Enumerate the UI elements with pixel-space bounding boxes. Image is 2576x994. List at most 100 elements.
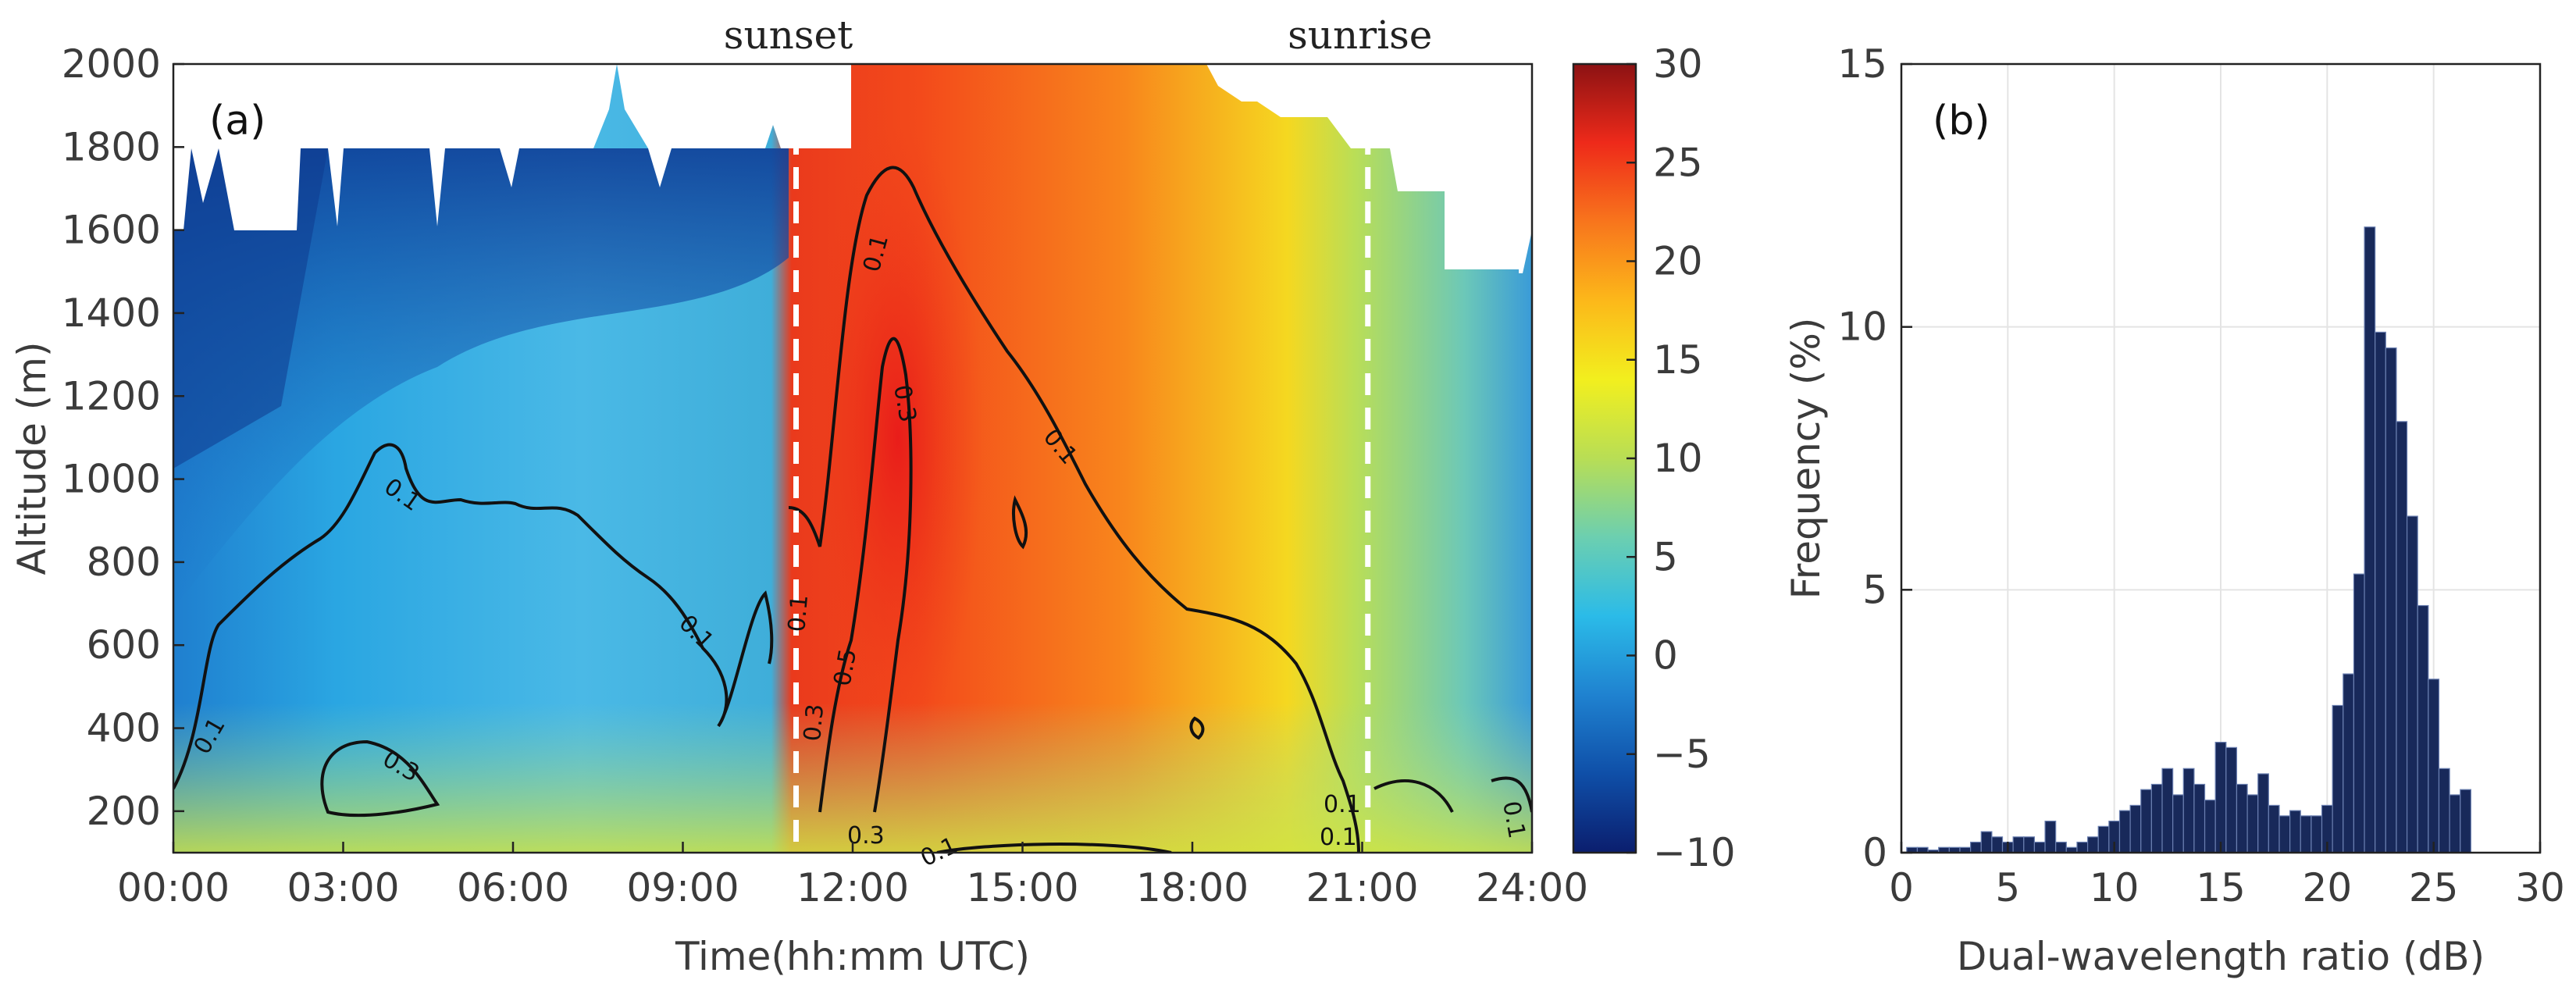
histogram-bar <box>2438 768 2450 853</box>
contour-line <box>818 337 913 813</box>
panel-b-x-axis: 0 5 10 15 20 25 30 <box>1889 842 2565 910</box>
panel-b-label: (b) <box>1933 98 1990 144</box>
panel-b-y-label: Frequency (%) <box>1783 318 1829 600</box>
histogram-bar <box>2343 673 2355 853</box>
histogram-bar <box>2396 421 2408 853</box>
histogram-bar <box>2449 794 2461 853</box>
colorbar-tick-label: 0 <box>1653 633 1678 679</box>
histogram-bar <box>2300 815 2312 853</box>
y-tick-label: 0 <box>1862 830 1887 875</box>
histogram-bar <box>2150 783 2163 853</box>
contour-label: 0.1 <box>783 593 814 633</box>
colorbar-tick-label: 30 <box>1653 41 1703 87</box>
contour-line <box>320 739 440 818</box>
histogram-bar <box>2428 679 2440 853</box>
panel-a: 0.1 0.1 0.1 0.3 0.1 0.1 0.3 0.5 0.3 0.3 … <box>9 12 1588 979</box>
sunset-annotation: sunset <box>724 12 853 58</box>
histogram-bar <box>2417 604 2429 853</box>
y-tick-label: 1200 <box>62 373 161 419</box>
contour-label: 0.1 <box>1320 824 1357 851</box>
colorbar-tick-label: 15 <box>1653 337 1703 383</box>
histogram-bar <box>2055 841 2067 853</box>
histogram-bar <box>2332 704 2344 853</box>
contour-label: 0.1 <box>1324 791 1361 818</box>
histogram-bar <box>2161 768 2174 853</box>
histogram-bars <box>1906 226 2471 853</box>
contour-line <box>173 443 774 789</box>
histogram-bar <box>2406 515 2418 853</box>
colorbar-tick-label: 5 <box>1653 534 1678 579</box>
panel-b-x-label: Dual-wavelength ratio (dB) <box>1957 934 2485 979</box>
contour-line <box>1012 495 1028 550</box>
histogram-bar <box>2086 836 2099 853</box>
panel-a-y-axis: 200 400 600 800 1000 1200 1400 1600 1800 2000 <box>62 41 184 834</box>
colorbar-tick-label: 25 <box>1653 140 1703 185</box>
colorbar-scale <box>1572 62 1637 854</box>
missing-data-right <box>1202 64 1532 273</box>
contour-label: 0.3 <box>799 703 829 743</box>
x-tick-label: 30 <box>2515 865 2565 910</box>
x-tick-label: 18:00 <box>1136 865 1249 910</box>
histogram-bar <box>2182 768 2195 853</box>
x-tick-label: 0 <box>1889 865 1914 910</box>
contour-line <box>936 843 1172 853</box>
heatmap-field <box>173 64 1532 853</box>
contour-label: 0.5 <box>828 647 862 688</box>
colorbar-tick-label: 20 <box>1653 239 1703 284</box>
y-tick-label: 15 <box>1837 41 1887 87</box>
y-tick-label: 2000 <box>62 41 161 87</box>
histogram-bar <box>2204 800 2216 853</box>
histogram-bar <box>1970 841 1982 853</box>
y-tick-label: 600 <box>87 622 161 668</box>
contour-line <box>788 166 1360 853</box>
histogram-bar <box>2012 836 2025 853</box>
missing-data-left <box>173 64 851 230</box>
x-tick-label: 21:00 <box>1306 865 1418 910</box>
contour-label: 0.3 <box>888 383 921 424</box>
histogram-bar <box>2193 783 2206 853</box>
y-tick-label: 5 <box>1862 567 1887 612</box>
histogram-bar <box>2236 783 2248 853</box>
contour-label: 0.1 <box>1497 799 1530 840</box>
x-tick-label: 15 <box>2196 865 2246 910</box>
histogram-bar <box>2375 331 2386 853</box>
x-tick-label: 03:00 <box>287 865 399 910</box>
contour-line <box>1491 776 1532 813</box>
y-tick-label: 1400 <box>62 290 161 336</box>
panel-a-x-label: Time(hh:mm UTC) <box>675 934 1030 979</box>
heatmap-upper-blue <box>173 148 789 609</box>
x-tick-label: 00:00 <box>117 865 230 910</box>
histogram-bar <box>2268 804 2280 853</box>
histogram-bar <box>2364 226 2376 853</box>
histogram-bar <box>2385 347 2397 853</box>
y-tick-label: 1000 <box>62 457 161 502</box>
histogram-bar <box>2289 810 2301 853</box>
x-tick-label: 20 <box>2303 865 2353 910</box>
x-tick-label: 10 <box>2090 865 2140 910</box>
x-tick-label: 06:00 <box>457 865 569 910</box>
histogram-bar <box>2246 794 2259 853</box>
histogram-bar <box>2076 841 2089 853</box>
x-tick-label: 09:00 <box>626 865 739 910</box>
y-tick-label: 800 <box>87 540 161 585</box>
histogram-bar <box>2278 815 2291 853</box>
histogram-bar <box>1980 831 1993 853</box>
y-tick-label: 1800 <box>62 124 161 169</box>
panel-b: 0 5 10 15 0 5 10 15 20 25 30 (b) Dual-wavelength … <box>1783 41 2565 979</box>
histogram-bar <box>2172 794 2184 853</box>
histogram-bar <box>2044 820 2057 853</box>
histogram-bar <box>2353 573 2365 853</box>
histogram-bar <box>2118 810 2131 853</box>
histogram-bar <box>2140 789 2152 853</box>
colorbar-ticks: 30 25 20 15 10 5 0 −5 −10 <box>1626 41 1736 875</box>
y-tick-label: 400 <box>87 706 161 751</box>
colorbar-tick-label: −10 <box>1653 830 1736 875</box>
panel-b-y-axis: 0 5 10 15 <box>1837 41 1912 875</box>
histogram-bar <box>2129 804 2142 853</box>
histogram-bar <box>2311 815 2323 853</box>
panel-a-y-label: Altitude (m) <box>9 342 55 575</box>
x-tick-label: 24:00 <box>1476 865 1588 910</box>
colorbar-tick-label: −5 <box>1653 732 1711 777</box>
y-tick-label: 200 <box>87 789 161 834</box>
